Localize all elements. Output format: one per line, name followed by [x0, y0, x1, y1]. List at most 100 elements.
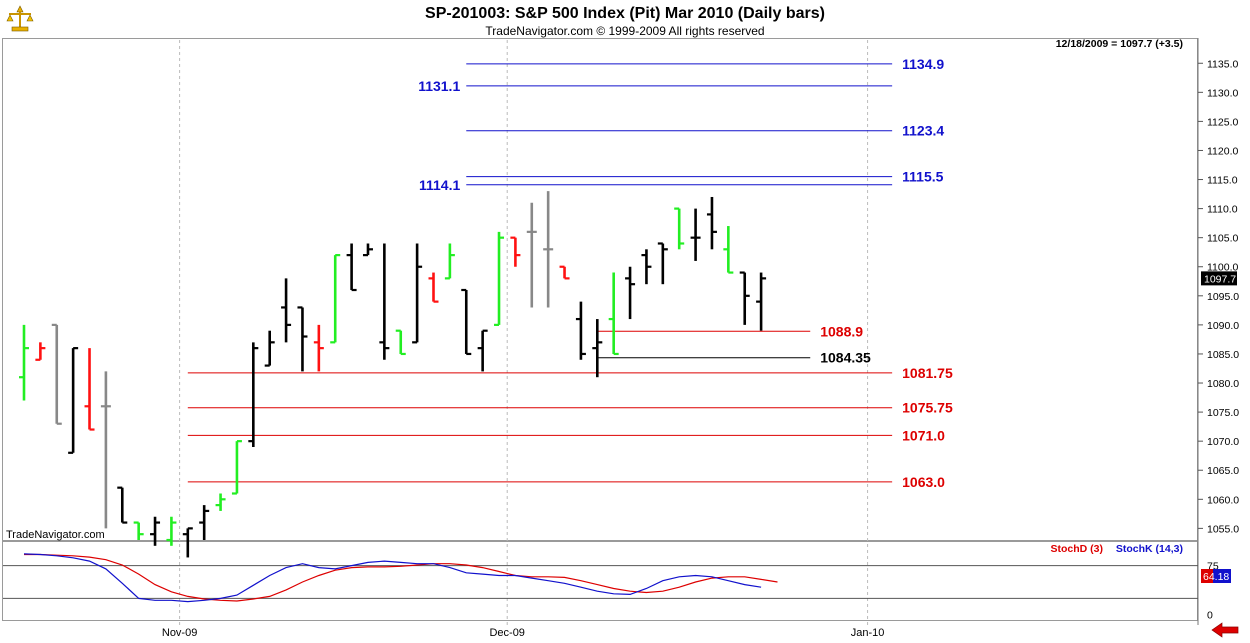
ohlc-bar	[395, 329, 406, 356]
ohlc-bar	[641, 249, 652, 285]
price-tick-label: 1125.0	[1207, 116, 1238, 128]
price-tick-label: 1130.0	[1207, 87, 1238, 99]
level-label: 1084.35	[820, 350, 871, 366]
last-price-label: 1097.7	[1204, 273, 1236, 285]
back-arrow-icon[interactable]	[1211, 622, 1239, 638]
price-tick-label: 1070.0	[1207, 436, 1239, 448]
date-axis: Nov-09 Dec-09 Jan-10	[162, 627, 885, 639]
price-tick-label: 1105.0	[1207, 233, 1238, 245]
chart-copyright: TradeNavigator.com © 1999-2009 All right…	[485, 24, 764, 38]
ohlc-bar	[592, 319, 603, 378]
watermark: TradeNavigator.com	[6, 529, 105, 541]
chart-title: SP-201003: S&P 500 Index (Pit) Mar 2010 …	[425, 5, 825, 22]
stoch-k-line	[23, 553, 762, 603]
date-label: Jan-10	[851, 627, 885, 639]
ohlc-bar	[117, 486, 128, 524]
level-label: 1063.0	[902, 474, 945, 490]
level-label: 1071.0	[902, 427, 945, 443]
ohlc-bar	[739, 271, 750, 325]
ohlc-bar	[330, 254, 341, 344]
ohlc-bar	[690, 208, 701, 261]
level-label: 1123.4	[902, 123, 944, 139]
ohlc-bar	[100, 371, 111, 529]
price-tick-label: 1080.0	[1207, 378, 1239, 390]
ohlc-bar	[526, 202, 537, 308]
ohlc-bar	[362, 243, 373, 257]
price-tick-label: 1090.0	[1207, 320, 1239, 332]
price-tick-label: 1135.0	[1207, 58, 1238, 70]
ohlc-bar	[674, 207, 685, 250]
ohlc-bar	[51, 323, 62, 425]
ohlc-bar	[428, 272, 439, 303]
level-label: 1131.1	[418, 78, 460, 94]
ohlc-bar	[231, 440, 242, 495]
price-tick-label: 1085.0	[1207, 349, 1239, 361]
price-tick-label: 1110.0	[1207, 204, 1238, 216]
stoch-last-label: 64.18	[1203, 571, 1229, 583]
stoch-last-box-k	[1213, 569, 1231, 583]
logo-icon	[6, 5, 34, 32]
stoch-d-line	[24, 553, 778, 602]
ohlc-bar	[281, 278, 292, 343]
price-tick-label: 1060.0	[1207, 494, 1239, 506]
stochastic-panel: 75 0 StochD (3) StochK (14,3) 64.18	[3, 543, 1231, 622]
level-label: 1114.1	[419, 177, 460, 193]
ohlc-bar	[248, 342, 259, 447]
ohlc-bar	[494, 231, 505, 326]
grid-lines	[179, 40, 869, 625]
ohlc-bar	[19, 324, 29, 401]
ohlc-bar	[346, 243, 357, 292]
level-label: 1115.5	[902, 169, 943, 185]
price-tick-label: 1055.0	[1207, 523, 1239, 535]
ohlc-bar	[756, 272, 767, 331]
ohlc-bar	[477, 329, 488, 372]
level-label: 1081.75	[902, 365, 953, 381]
ohlc-bar	[68, 347, 79, 454]
price-tick-label: 1100.0	[1207, 262, 1238, 274]
level-label: 1088.9	[820, 323, 863, 339]
ohlc-bar	[657, 242, 668, 285]
ohlc-bar	[264, 330, 275, 367]
ohlc-bar	[706, 196, 717, 250]
ohlc-bar	[608, 272, 619, 356]
last-bar-note: 12/18/2009 = 1097.7 (+3.5)	[1056, 38, 1183, 50]
ohlc-bar	[444, 243, 455, 280]
stoch-legend-d: StochD (3)	[1051, 543, 1104, 555]
price-tick-label: 1065.0	[1207, 465, 1239, 477]
price-panel-frame	[2, 38, 1198, 541]
date-label: Nov-09	[162, 627, 197, 639]
price-tick-label: 1075.0	[1207, 407, 1239, 419]
stoch-last-box-d	[1201, 569, 1213, 583]
level-label: 1075.75	[902, 400, 953, 416]
ohlc-bar	[461, 288, 472, 356]
ohlc-bar	[133, 521, 144, 540]
date-label: Dec-09	[489, 627, 524, 639]
ohlc-bar	[150, 516, 161, 546]
ohlc-bar	[625, 266, 636, 320]
ohlc-bar	[182, 527, 193, 558]
last-price-box	[1201, 271, 1237, 286]
stoch-tick-label: 75	[1207, 561, 1219, 573]
ohlc-bar	[199, 505, 210, 540]
ohlc-bar	[84, 348, 95, 431]
level-label: 1134.9	[902, 56, 944, 72]
ohlc-bar	[543, 191, 554, 308]
stoch-tick-label: 0	[1207, 610, 1213, 622]
ohlc-bar	[313, 324, 324, 372]
ohlc-bar	[510, 236, 521, 267]
stoch-legend-k: StochK (14,3)	[1116, 543, 1183, 555]
ohlc-bar	[35, 342, 46, 361]
ohlc-bar	[575, 301, 586, 360]
ohlc-bar	[166, 516, 177, 546]
ohlc-bar	[723, 226, 734, 274]
ohlc-bar	[379, 243, 390, 360]
price-bars	[19, 191, 767, 558]
ohlc-bar	[215, 493, 226, 511]
price-tick-label: 1120.0	[1207, 145, 1238, 157]
indicator-panel-frame	[2, 541, 1198, 621]
level-lines: 1134.9 1131.1 1123.4 1115.5 1114.1 1088.9 1084…	[187, 56, 953, 490]
ohlc-bar	[559, 265, 570, 280]
price-axis: 1135.0 1130.0 1125.0 1120.0 1115.0 1110.0 1105…	[1198, 58, 1239, 535]
price-tick-label: 1115.0	[1207, 175, 1238, 187]
